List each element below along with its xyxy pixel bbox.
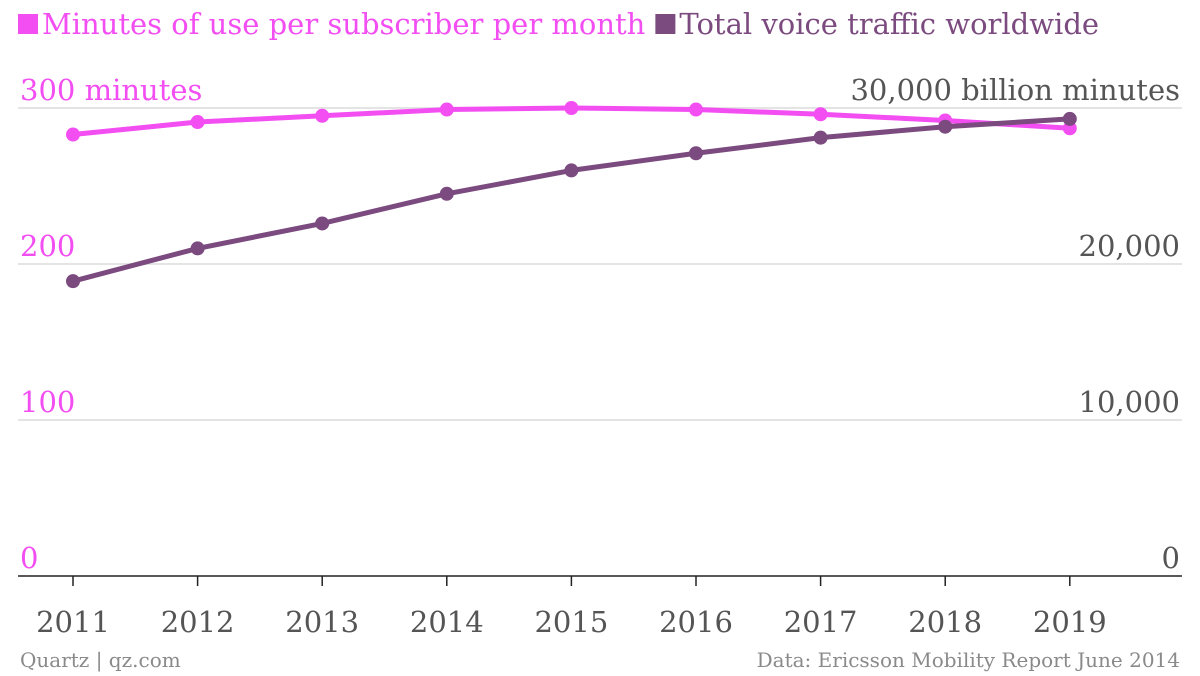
right-tick-label: 10,000	[1079, 385, 1180, 419]
data-point-traffic	[938, 119, 953, 134]
right-tick-label: 20,000	[1079, 229, 1180, 263]
data-point-traffic	[564, 163, 579, 178]
legend-label-traffic: Total voice traffic worldwide	[679, 7, 1099, 41]
x-tick-label: 2015	[534, 605, 608, 639]
x-axis: 2011 2012 2013 2014 2015 2016 2017 2018 2019	[36, 576, 1107, 639]
x-tick-label: 2012	[161, 605, 235, 639]
data-point-traffic	[689, 146, 703, 161]
left-tick-label: 100	[20, 385, 75, 419]
data-point-minutes	[315, 108, 330, 123]
legend-label-minutes: Minutes of use per subscriber per month	[42, 7, 645, 41]
legend-swatch-traffic	[655, 14, 676, 34]
footer-source-left: Quartz | qz.com	[20, 648, 181, 673]
data-point-traffic	[190, 241, 205, 256]
data-point-minutes	[190, 115, 205, 130]
data-point-traffic	[1062, 111, 1077, 126]
series-line-traffic	[70, 116, 1073, 284]
data-point-minutes	[66, 127, 80, 142]
data-point-minutes	[564, 101, 579, 115]
left-tick-label: 300 minutes	[20, 73, 202, 107]
x-tick-label: 2016	[659, 605, 733, 639]
legend-swatch-minutes	[18, 14, 38, 34]
x-tick-label: 2011	[36, 605, 110, 639]
data-point-minutes	[813, 107, 828, 122]
left-tick-label: 0	[20, 541, 38, 575]
x-tick-label: 2017	[784, 605, 858, 639]
data-point-minutes	[439, 102, 454, 117]
gridlines	[18, 107, 1182, 577]
footer-source-right: Data: Ericsson Mobility Report June 2014	[757, 648, 1180, 672]
series-layer	[66, 101, 1077, 289]
data-point-minutes	[689, 102, 703, 117]
data-point-traffic	[439, 186, 454, 201]
x-tick-label: 2014	[410, 605, 484, 639]
x-tick-label: 2018	[908, 605, 982, 639]
left-axis-ticks: 0 100 200 300 minutes	[20, 73, 202, 575]
legend: Minutes of use per subscriber per month …	[18, 7, 1099, 41]
left-tick-label: 200	[20, 229, 75, 263]
right-tick-label: 0	[1162, 541, 1180, 575]
data-point-traffic	[315, 216, 330, 231]
x-tick-label: 2019	[1033, 605, 1107, 639]
right-axis-ticks: 0 10,000 20,000 30,000 billion minutes	[850, 73, 1180, 575]
data-point-traffic	[66, 274, 80, 289]
right-tick-label: 30,000 billion minutes	[850, 73, 1180, 107]
data-point-traffic	[813, 130, 828, 145]
x-tick-label: 2013	[285, 605, 359, 639]
